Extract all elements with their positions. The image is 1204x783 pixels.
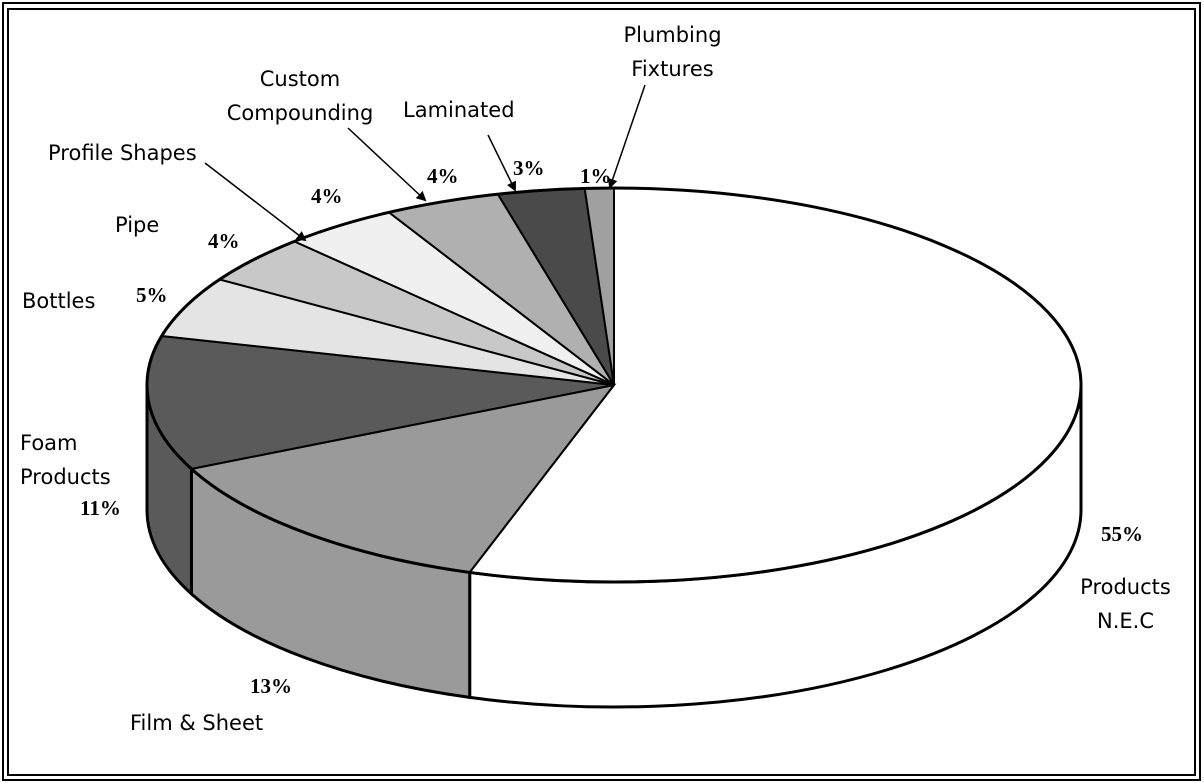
leader-line (204, 162, 307, 242)
pie-rim (145, 186, 1083, 584)
frame-inner (7, 8, 1196, 776)
category-label: Profile Shapes (48, 141, 197, 165)
value-label: 13% (250, 674, 292, 698)
value-label: 11% (80, 496, 121, 520)
value-label: 55% (1101, 522, 1143, 546)
category-label: Products N.E.C (1080, 575, 1171, 633)
value-label: 4% (427, 164, 459, 188)
category-label: Custom Compounding (226, 67, 374, 125)
category-label: Pipe (115, 213, 160, 237)
category-label: Bottles (22, 289, 96, 313)
value-label: 3% (513, 156, 545, 180)
leader-lines (204, 84, 646, 242)
category-label: Plumbing Fixtures (623, 23, 722, 81)
category-label: Film & Sheet (130, 711, 264, 735)
value-label: 4% (311, 184, 343, 208)
pie (145, 186, 1083, 709)
leader-line (347, 127, 427, 202)
leader-line (607, 84, 646, 189)
category-label: Foam Products (20, 431, 111, 489)
value-label: 4% (208, 229, 240, 253)
category-label: Laminated (403, 98, 515, 122)
value-label: 5% (136, 283, 168, 307)
value-label: 1% (580, 164, 612, 188)
leader-line (487, 134, 516, 192)
